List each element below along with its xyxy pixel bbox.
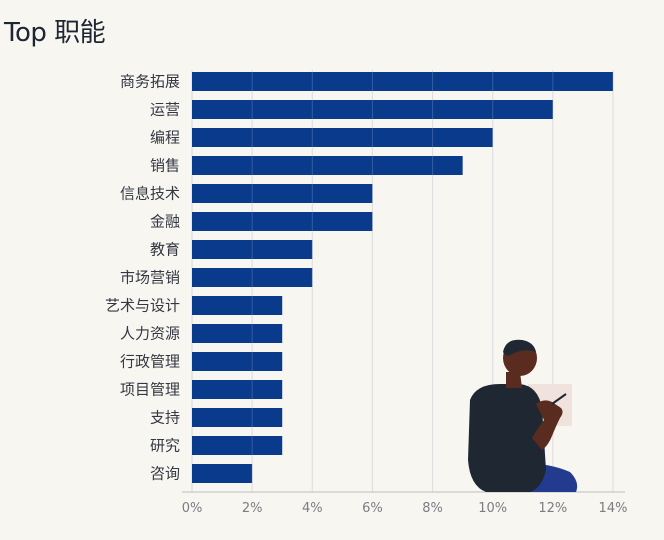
person-neck — [506, 372, 522, 388]
bars — [192, 70, 614, 492]
category-label: 项目管理 — [120, 381, 180, 399]
person-hair — [503, 339, 536, 356]
category-label: 销售 — [150, 157, 180, 175]
bar — [192, 72, 613, 91]
person-writing-illustration — [468, 339, 578, 492]
category-labels: 商务拓展运营编程销售信息技术金融教育市场营销艺术与设计人力资源行政管理项目管理支… — [105, 73, 180, 483]
category-label: 信息技术 — [120, 185, 180, 203]
x-tick-label: 8% — [422, 501, 443, 516]
category-label: 商务拓展 — [120, 73, 180, 91]
bar — [192, 352, 283, 371]
chart-title: Top 职能 — [4, 18, 106, 48]
bar — [192, 436, 283, 455]
bar — [192, 128, 493, 147]
bar — [192, 156, 463, 175]
person-arm — [532, 400, 563, 450]
x-tick-label: 2% — [242, 501, 263, 516]
category-label: 运营 — [150, 101, 180, 119]
x-tick-label: 6% — [362, 501, 383, 516]
tick-labels: 0% 2% 4% 6% 8% 10% 12% 14% — [182, 501, 628, 516]
x-tick-label: 0% — [182, 501, 203, 516]
bar — [192, 184, 373, 203]
bar — [192, 324, 283, 343]
x-tick-label: 4% — [302, 501, 323, 516]
category-label: 金融 — [150, 213, 180, 231]
bar — [192, 408, 283, 427]
category-label: 行政管理 — [120, 353, 180, 371]
bar — [192, 296, 283, 315]
x-tick-label: 10% — [478, 501, 507, 516]
bar — [192, 100, 553, 119]
category-label: 市场营销 — [120, 269, 180, 287]
category-label: 支持 — [150, 409, 180, 427]
category-label: 艺术与设计 — [105, 297, 180, 315]
bar — [192, 464, 253, 483]
category-label: 咨询 — [150, 465, 180, 483]
bar — [192, 212, 373, 231]
person-torso — [468, 384, 546, 492]
category-label: 研究 — [150, 437, 180, 455]
category-label: 教育 — [150, 241, 180, 259]
bar — [192, 380, 283, 399]
bar — [192, 240, 313, 259]
category-label: 人力资源 — [120, 325, 180, 343]
bar — [192, 268, 313, 287]
x-tick-label: 12% — [538, 501, 567, 516]
pen — [551, 393, 567, 405]
category-label: 编程 — [150, 129, 180, 147]
x-tick-label: 14% — [599, 501, 628, 516]
